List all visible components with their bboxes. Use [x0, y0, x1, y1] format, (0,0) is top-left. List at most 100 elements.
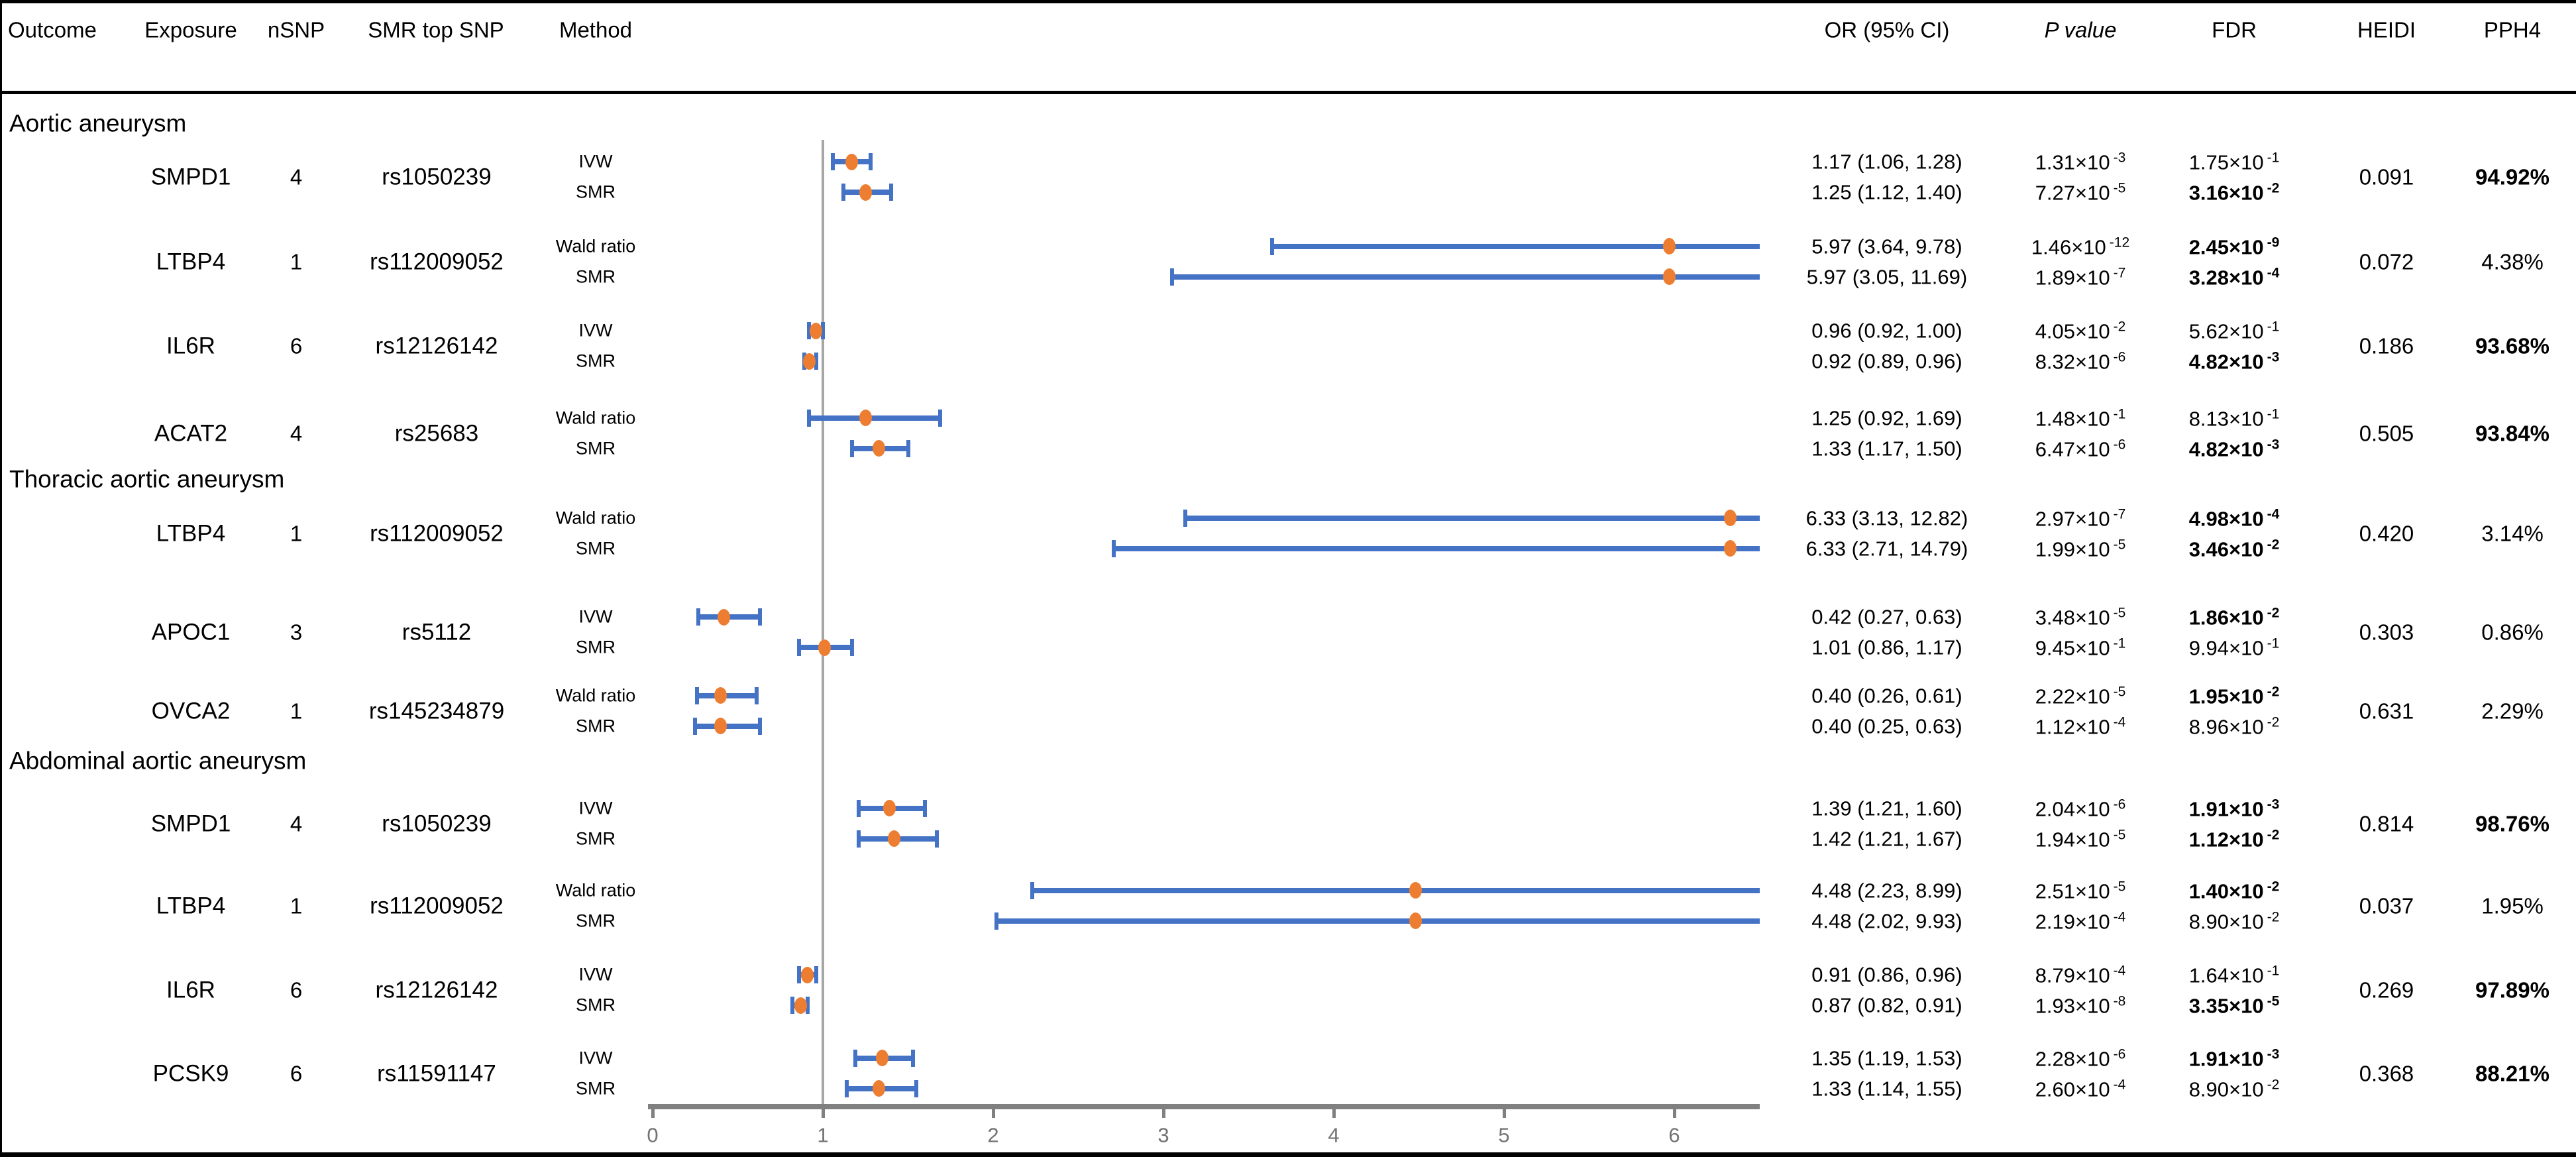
method-label: SMR: [576, 995, 616, 1015]
or-ci-value: 5.97 (3.05, 11.69): [1806, 265, 1968, 288]
point-estimate-marker: [1409, 912, 1422, 929]
or-ci-value: 6.33 (2.71, 14.79): [1805, 537, 1968, 560]
pph4-value: 3.14%: [2481, 521, 2544, 545]
x-axis-tick: [651, 1109, 655, 1118]
column-header-pph4: PPH4: [2483, 17, 2542, 42]
ci-cap-left: [1183, 509, 1188, 527]
ci-cap-left: [807, 409, 812, 427]
point-estimate-marker: [883, 800, 896, 816]
ci-cap-left: [790, 997, 794, 1014]
nsnp-value: 6: [290, 1061, 303, 1085]
or-ci-value: 1.17 (1.06, 1.28): [1811, 150, 1962, 174]
smr-top-snp-id: rs112009052: [370, 248, 504, 274]
or-ci-value: 1.25 (1.12, 1.40): [1811, 180, 1962, 204]
ci-cap-left: [693, 717, 698, 735]
p-value: 1.99×10 -5: [2035, 536, 2126, 561]
ci-cap-right: [914, 1079, 919, 1097]
point-estimate-marker: [1662, 268, 1676, 285]
point-estimate-marker: [794, 997, 808, 1014]
or-ci-value: 4.48 (2.23, 8.99): [1811, 879, 1962, 902]
p-value: 1.94×10 -5: [2035, 826, 2126, 852]
ci-cap-left: [797, 639, 802, 656]
top-border-rule: [0, 0, 2576, 3]
point-estimate-marker: [810, 322, 823, 339]
x-axis-tick: [1162, 1109, 1165, 1118]
p-value: 4.05×10 -2: [2035, 319, 2126, 343]
smr-top-snp-id: rs11591147: [377, 1060, 496, 1086]
fdr-value: 1.64×10 -1: [2188, 963, 2280, 987]
ci-cap-left: [856, 799, 861, 817]
p-value: 2.04×10 -6: [2035, 796, 2126, 821]
ci-cap-left: [797, 966, 802, 983]
p-value: 3.48×10 -5: [2035, 605, 2126, 630]
reference-line-or-1: [822, 140, 824, 1104]
point-estimate-marker: [1724, 540, 1737, 557]
section-header-outcome: Aortic aneurysm: [9, 109, 187, 137]
heidi-value: 0.072: [2359, 249, 2414, 274]
pph4-value: 94.92%: [2475, 164, 2549, 190]
heidi-value: 0.505: [2359, 421, 2414, 445]
or-ci-value: 0.42 (0.27, 0.63): [1811, 605, 1962, 629]
point-estimate-marker: [859, 410, 872, 426]
ci-cap-right: [757, 717, 762, 735]
heidi-value: 0.091: [2359, 164, 2414, 190]
ci-cap-right: [814, 966, 818, 983]
fdr-value: 4.82×10 -3: [2188, 349, 2280, 374]
method-label: SMR: [576, 351, 616, 371]
ci-cap-right: [805, 997, 810, 1014]
fdr-value: 1.12×10 -2: [2188, 826, 2280, 852]
p-value: 1.12×10 -4: [2035, 714, 2126, 739]
fdr-value: 1.86×10 -2: [2188, 605, 2280, 630]
or-ci-value: 0.92 (0.89, 0.96): [1811, 349, 1962, 373]
or-ci-value: 1.01 (0.86, 1.17): [1811, 635, 1962, 659]
nsnp-value: 1: [290, 521, 303, 545]
fdr-value: 1.91×10 -3: [2188, 796, 2280, 821]
ci-bar: [695, 723, 760, 729]
nsnp-value: 1: [290, 893, 303, 918]
p-value: 2.19×10 -4: [2035, 909, 2126, 934]
or-ci-value: 1.25 (0.92, 1.69): [1811, 406, 1962, 429]
heidi-value: 0.368: [2359, 1061, 2414, 1085]
method-label: SMR: [576, 637, 616, 657]
ci-cap-left: [807, 322, 812, 339]
point-estimate-marker: [1662, 238, 1676, 254]
p-value: 1.93×10 -8: [2035, 993, 2126, 1018]
method-label: SMR: [576, 266, 616, 286]
ci-cap-right: [868, 153, 873, 170]
ci-cap-right: [754, 687, 759, 704]
method-label: IVW: [578, 1048, 613, 1068]
exposure-label: PCSK9: [152, 1060, 229, 1086]
fdr-value: 1.40×10 -2: [2188, 878, 2280, 903]
exposure-label: OVCA2: [151, 698, 231, 724]
or-ci-value: 5.97 (3.64, 9.78): [1811, 235, 1962, 258]
fdr-value: 1.75×10 -1: [2188, 150, 2280, 174]
point-estimate-marker: [859, 184, 872, 201]
section-header-outcome: Abdominal aortic aneurysm: [9, 747, 307, 775]
method-label: IVW: [578, 964, 613, 985]
method-label: Wald ratio: [555, 236, 636, 256]
point-estimate-marker: [873, 1080, 886, 1097]
x-axis-tick: [822, 1109, 825, 1118]
ci-cap-left: [831, 153, 835, 170]
column-header-fdr: FDR: [2212, 17, 2257, 42]
left-border-rule: [0, 0, 2, 1157]
or-ci-value: 1.33 (1.17, 1.50): [1811, 437, 1962, 460]
ci-cap-left: [994, 912, 999, 930]
exposure-label: ACAT2: [154, 420, 228, 446]
ci-cap-right: [888, 184, 893, 201]
x-axis-tick-label: 4: [1328, 1123, 1340, 1147]
x-axis-tick: [1332, 1109, 1336, 1118]
p-value: 2.97×10 -7: [2035, 506, 2126, 531]
method-label: Wald ratio: [555, 880, 636, 900]
pph4-value: 2.29%: [2481, 698, 2544, 723]
bottom-border-rule: [0, 1152, 2576, 1157]
column-header-smr-top-snp: SMR top SNP: [368, 17, 504, 42]
header-divider-rule: [0, 91, 2576, 94]
fdr-value: 1.95×10 -2: [2188, 683, 2280, 708]
p-value: 1.48×10 -1: [2035, 406, 2126, 431]
p-value: 2.28×10 -6: [2035, 1046, 2126, 1071]
point-estimate-marker: [714, 718, 727, 734]
ci-cap-left: [1112, 539, 1116, 557]
or-ci-value: 4.48 (2.02, 9.93): [1811, 909, 1962, 932]
p-value: 6.47×10 -6: [2035, 436, 2126, 461]
